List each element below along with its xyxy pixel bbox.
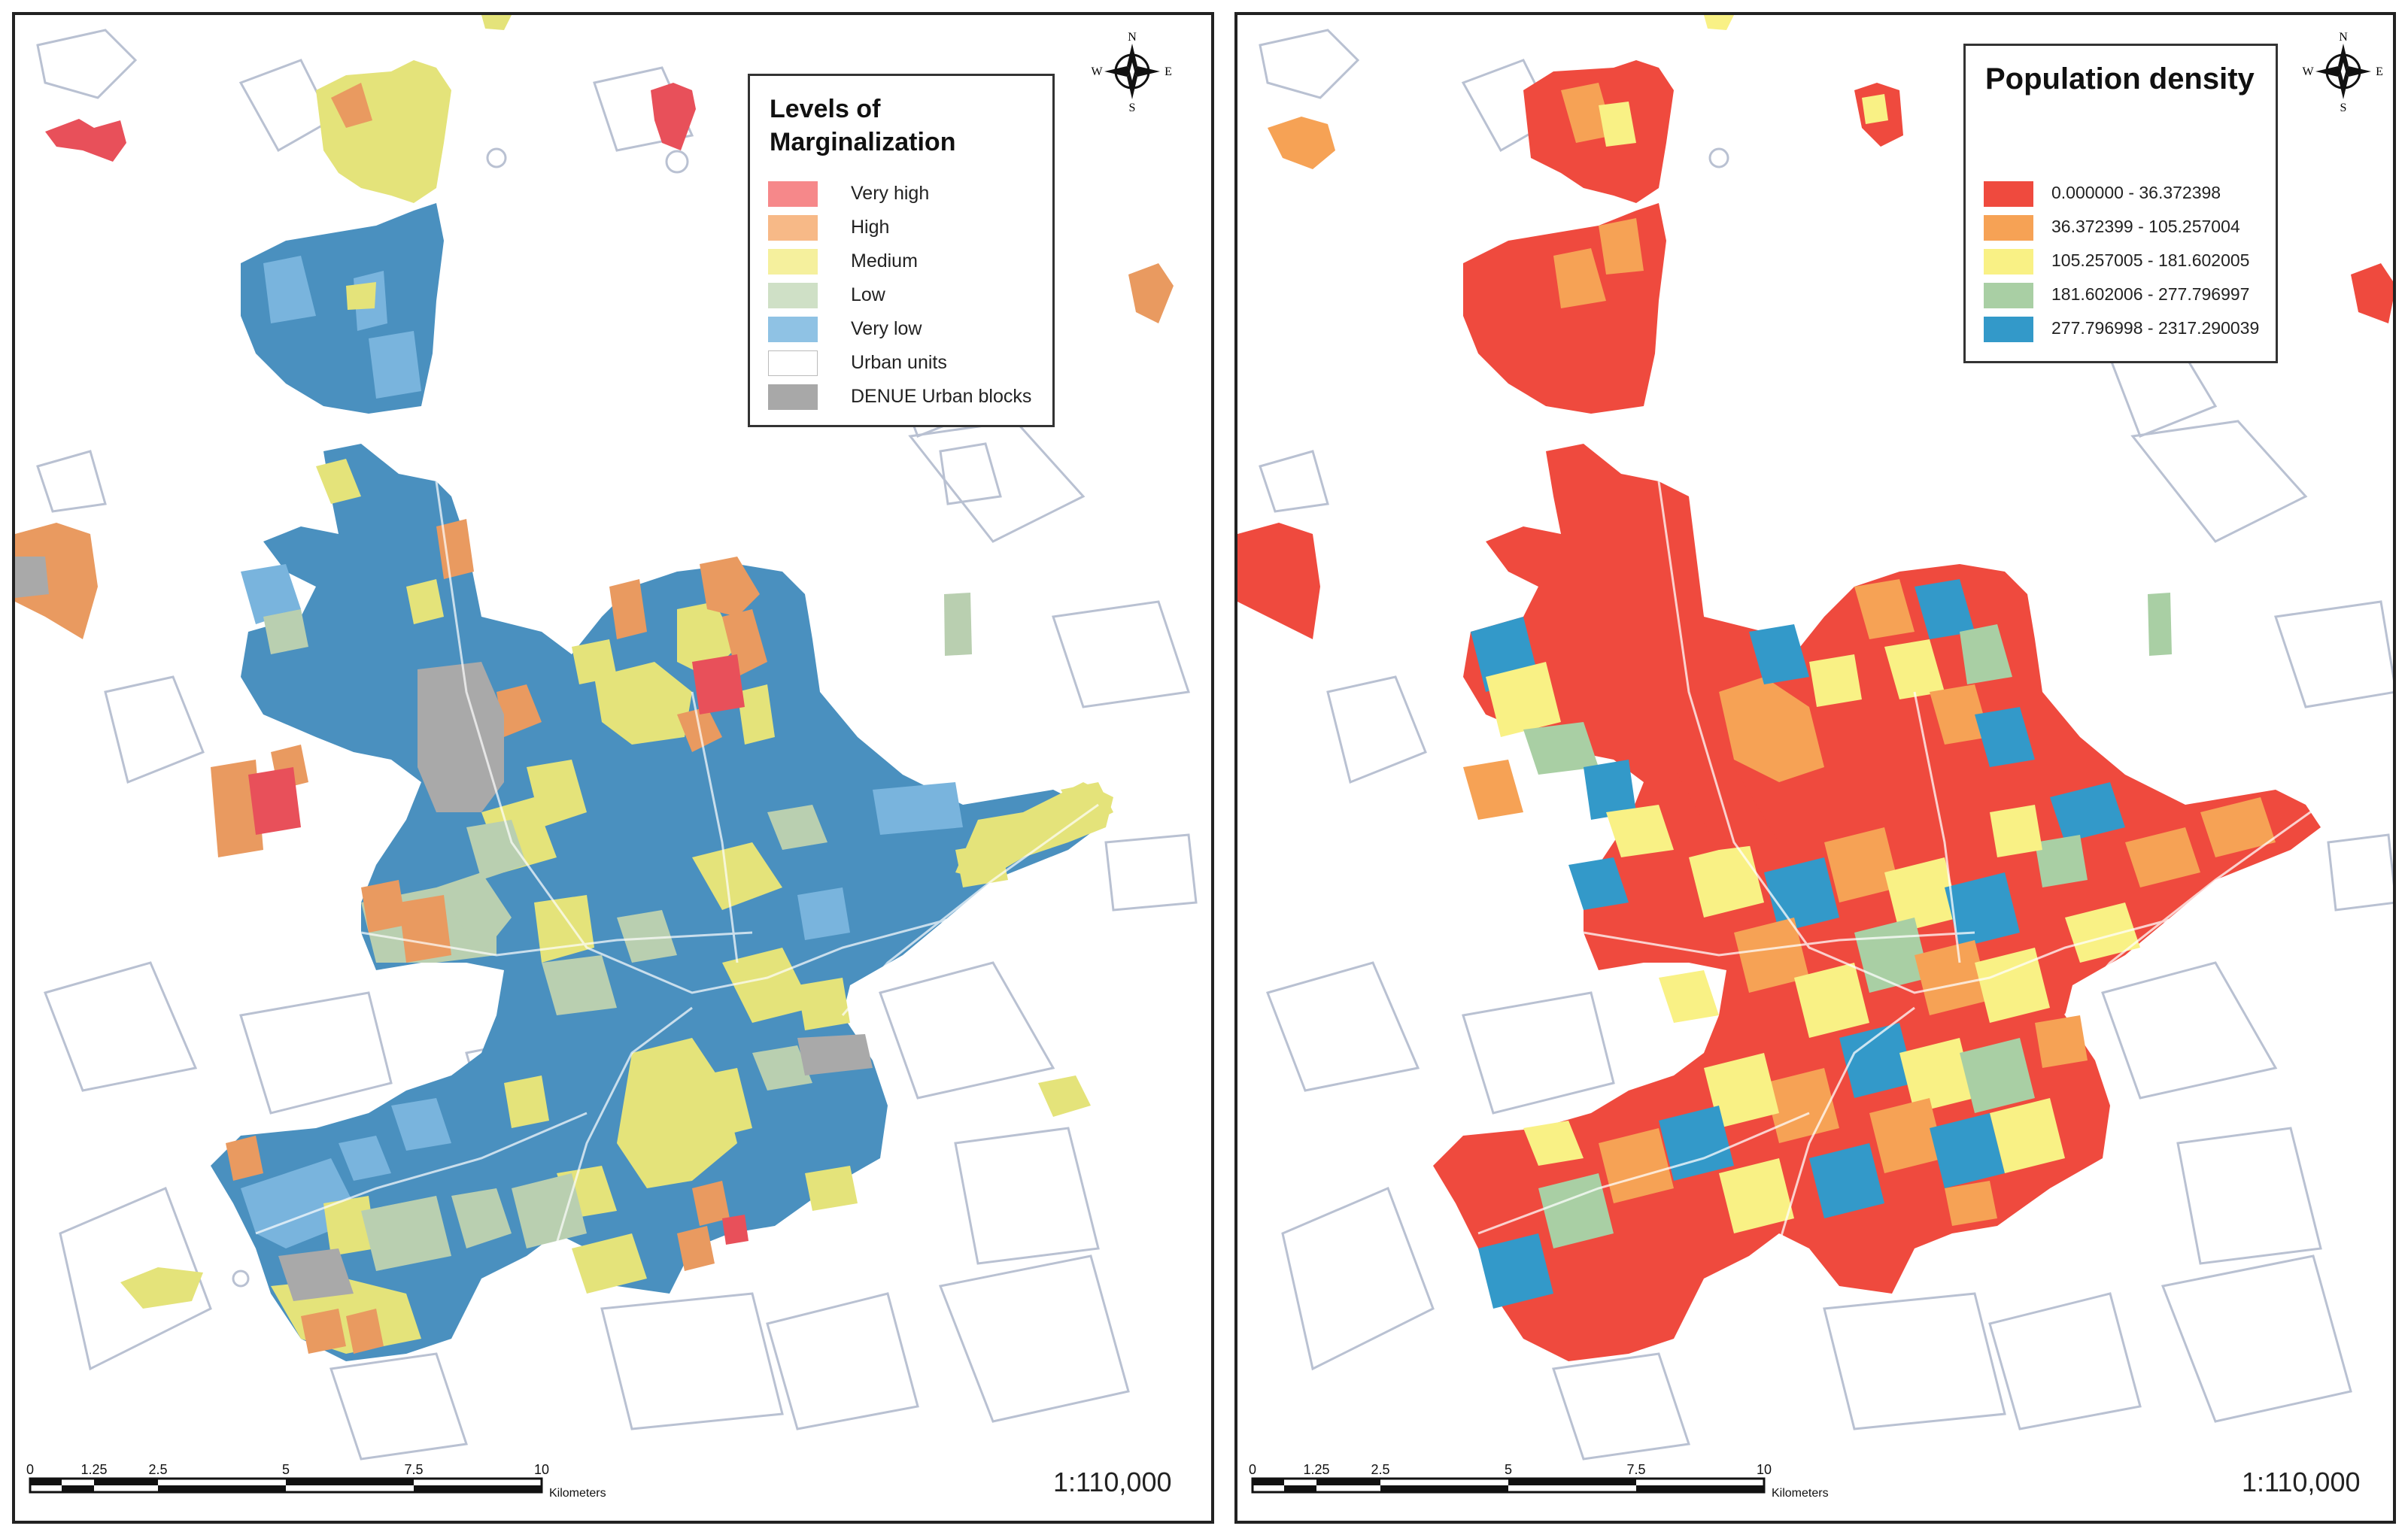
legend-label: Very low bbox=[851, 318, 922, 339]
marginalization-legend: Levels of Marginalization Very high High… bbox=[748, 74, 1055, 427]
legend-swatch bbox=[768, 350, 818, 376]
legend-label: High bbox=[851, 217, 890, 238]
population-density-map-panel: Population density 0.000000 - 36.372398 … bbox=[1234, 12, 2396, 1524]
scale-tick: 0 bbox=[1249, 1462, 1256, 1477]
population-density-legend: Population density 0.000000 - 36.372398 … bbox=[1963, 44, 2278, 363]
legend-title: Levels of Marginalization bbox=[770, 95, 956, 156]
compass-e: E bbox=[2376, 65, 2383, 78]
scale-tick: 7.5 bbox=[404, 1462, 423, 1477]
scale-bar: 0 1.25 2.5 5 7.5 10 Kilometers bbox=[26, 1462, 606, 1500]
north-arrow-icon: N S W E bbox=[2302, 31, 2383, 113]
legend-swatch bbox=[768, 181, 818, 207]
legend-swatch bbox=[1984, 249, 2033, 275]
legend-swatch bbox=[1984, 317, 2033, 342]
scale-ratio: 1:110,000 bbox=[1053, 1467, 1172, 1497]
scale-tick: 5 bbox=[282, 1462, 290, 1477]
compass-s: S bbox=[2340, 102, 2347, 113]
marginalization-map bbox=[15, 15, 1198, 1461]
compass-w: W bbox=[1091, 65, 1103, 78]
compass-s: S bbox=[1129, 102, 1136, 113]
scale-tick: 2.5 bbox=[1371, 1462, 1389, 1477]
scale-tick: 1.25 bbox=[1303, 1462, 1329, 1477]
scale-tick: 10 bbox=[1757, 1462, 1772, 1477]
legend-label: Urban units bbox=[851, 352, 947, 373]
legend-label: Very high bbox=[851, 183, 930, 204]
marginalization-map-panel: Levels of Marginalization Very high High… bbox=[12, 12, 1214, 1524]
compass-n: N bbox=[1128, 31, 1137, 44]
legend-label: 181.602006 - 277.796997 bbox=[2051, 284, 2250, 304]
legend-swatch bbox=[768, 384, 818, 410]
legend-label: DENUE Urban blocks bbox=[851, 386, 1032, 407]
legend-swatch bbox=[768, 215, 818, 241]
legend-swatch bbox=[1984, 283, 2033, 308]
legend-label: 105.257005 - 181.602005 bbox=[2051, 250, 2250, 270]
legend-swatch bbox=[768, 283, 818, 308]
compass-w: W bbox=[2302, 65, 2314, 78]
legend-label: Medium bbox=[851, 250, 918, 272]
scale-tick: 5 bbox=[1505, 1462, 1512, 1477]
road-network bbox=[255, 481, 1099, 1294]
legend-swatch bbox=[1984, 181, 2033, 207]
compass-n: N bbox=[2339, 31, 2348, 44]
scale-tick: 2.5 bbox=[148, 1462, 167, 1477]
population-density-map bbox=[1237, 15, 2393, 1461]
legend-title: Population density bbox=[1985, 62, 2255, 96]
legend-swatch bbox=[768, 249, 818, 275]
scale-tick: 7.5 bbox=[1626, 1462, 1645, 1477]
legend-swatch bbox=[768, 317, 818, 342]
scale-tick: 0 bbox=[26, 1462, 34, 1477]
scale-tick: 10 bbox=[534, 1462, 549, 1477]
road-network bbox=[1477, 481, 2321, 1294]
scale-bar: 0 1.25 2.5 5 7.5 10 Kilometers bbox=[1249, 1462, 1829, 1500]
compass-e: E bbox=[1165, 65, 1172, 78]
legend-label: 277.796998 - 2317.290039 bbox=[2051, 318, 2260, 338]
legend-label: 36.372399 - 105.257004 bbox=[2051, 217, 2240, 236]
scale-unit: Kilometers bbox=[549, 1487, 606, 1500]
north-arrow-icon: N S W E bbox=[1091, 31, 1172, 113]
legend-swatch bbox=[1984, 215, 2033, 241]
scale-ratio: 1:110,000 bbox=[2242, 1467, 2361, 1497]
legend-label: 0.000000 - 36.372398 bbox=[2051, 183, 2221, 202]
legend-label: Low bbox=[851, 284, 885, 305]
scale-unit: Kilometers bbox=[1772, 1487, 1829, 1500]
scale-tick: 1.25 bbox=[80, 1462, 107, 1477]
